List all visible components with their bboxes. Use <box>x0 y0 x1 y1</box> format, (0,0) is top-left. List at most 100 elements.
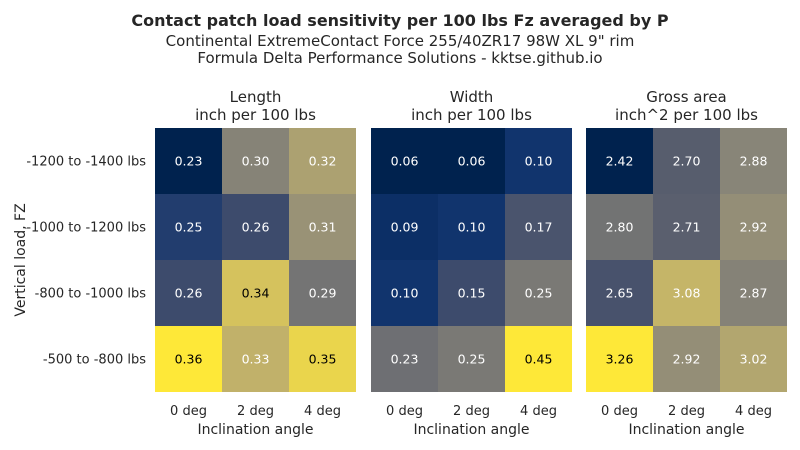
cell-value-label: 0.36 <box>175 352 203 367</box>
figure-subtitle-source: Formula Delta Performance Solutions - kk… <box>197 49 602 67</box>
y-tick-label: -1000 to -1200 lbs <box>26 221 146 236</box>
cell-value-label: 0.09 <box>391 220 419 235</box>
heatmap-cell <box>289 194 356 260</box>
cell-value-label: 3.26 <box>606 352 634 367</box>
heatmap-cell <box>653 128 720 194</box>
cell-value-label: 0.32 <box>309 154 337 169</box>
cell-value-label: 0.25 <box>175 220 203 235</box>
heatmap-cell <box>371 260 438 326</box>
cell-value-label: 0.29 <box>309 286 337 301</box>
heatmap-cell <box>222 194 289 260</box>
y-axis-label: Vertical load, FZ <box>13 203 29 316</box>
x-axis-label: Inclination angle <box>413 422 529 438</box>
cell-value-label: 2.70 <box>673 154 701 169</box>
x-tick-label: 0 deg <box>386 404 423 419</box>
cell-value-label: 2.71 <box>673 220 701 235</box>
heatmap-cell <box>586 260 653 326</box>
cell-value-label: 0.45 <box>525 352 553 367</box>
heatmap-cell <box>586 194 653 260</box>
heatmap-cell <box>653 260 720 326</box>
heatmap-cell <box>155 260 222 326</box>
heatmap-cell <box>586 326 653 392</box>
cell-value-label: 0.17 <box>525 220 553 235</box>
cell-value-label: 0.31 <box>309 220 337 235</box>
heatmap-cell <box>438 260 505 326</box>
heatmap-cell <box>289 128 356 194</box>
x-tick-label: 2 deg <box>668 404 705 419</box>
heatmap-cell <box>289 260 356 326</box>
cell-value-label: 2.87 <box>740 286 768 301</box>
panel-unit: inch per 100 lbs <box>195 106 316 124</box>
heatmap-cell <box>505 260 572 326</box>
heatmap-cell <box>586 128 653 194</box>
panel-title: Length <box>230 88 282 106</box>
heatmap-cell <box>438 326 505 392</box>
cell-value-label: 0.25 <box>525 286 553 301</box>
cell-value-label: 2.65 <box>606 286 634 301</box>
heatmap-cell <box>222 260 289 326</box>
heatmap-cell <box>371 128 438 194</box>
cell-value-label: 0.23 <box>175 154 203 169</box>
x-tick-label: 4 deg <box>520 404 557 419</box>
cell-value-label: 2.92 <box>740 220 768 235</box>
cell-value-label: 0.10 <box>458 220 486 235</box>
heatmap-cell <box>222 326 289 392</box>
cell-value-label: 0.10 <box>525 154 553 169</box>
panel-title: Gross area <box>646 88 727 106</box>
heatmap-cell <box>720 326 787 392</box>
heatmap-cell <box>222 128 289 194</box>
cell-value-label: 0.15 <box>458 286 486 301</box>
heatmap-cell <box>289 326 356 392</box>
y-tick-label: -1200 to -1400 lbs <box>26 155 146 170</box>
panel-title: Width <box>450 88 494 106</box>
heatmap-cell <box>371 326 438 392</box>
panel-unit: inch^2 per 100 lbs <box>615 106 758 124</box>
cell-value-label: 0.33 <box>242 352 270 367</box>
heatmap-cell <box>505 326 572 392</box>
y-tick-label: -500 to -800 lbs <box>43 353 146 368</box>
heatmap-cell <box>653 194 720 260</box>
cell-value-label: 0.23 <box>391 352 419 367</box>
heatmap-cell <box>653 326 720 392</box>
cell-value-label: 0.30 <box>242 154 270 169</box>
cell-value-label: 2.92 <box>673 352 701 367</box>
figure-subtitle-tire: Continental ExtremeContact Force 255/40Z… <box>166 32 635 50</box>
heatmap-cell <box>155 326 222 392</box>
heatmap-cell <box>720 260 787 326</box>
x-tick-label: 2 deg <box>237 404 274 419</box>
heatmap-cell <box>155 128 222 194</box>
x-tick-label: 2 deg <box>453 404 490 419</box>
cell-value-label: 0.25 <box>458 352 486 367</box>
cell-value-label: 0.34 <box>242 286 270 301</box>
heatmap-cell <box>438 194 505 260</box>
cell-value-label: 3.08 <box>673 286 701 301</box>
cell-value-label: 2.88 <box>740 154 768 169</box>
cell-value-label: 0.26 <box>175 286 203 301</box>
heatmap-cell <box>505 128 572 194</box>
cell-value-label: 2.80 <box>606 220 634 235</box>
cell-value-label: 0.06 <box>391 154 419 169</box>
x-tick-label: 4 deg <box>304 404 341 419</box>
cell-value-label: 0.35 <box>309 352 337 367</box>
cell-value-label: 0.06 <box>458 154 486 169</box>
x-axis-label: Inclination angle <box>197 422 313 438</box>
x-tick-label: 0 deg <box>601 404 638 419</box>
y-tick-label: -800 to -1000 lbs <box>35 287 147 302</box>
heatmap-cell <box>371 194 438 260</box>
cell-value-label: 0.10 <box>391 286 419 301</box>
cell-value-label: 0.26 <box>242 220 270 235</box>
heatmap-cell <box>438 128 505 194</box>
heatmap-cell <box>505 194 572 260</box>
heatmap-cell <box>155 194 222 260</box>
heatmap-cell <box>720 194 787 260</box>
figure-title: Contact patch load sensitivity per 100 l… <box>131 11 669 30</box>
cell-value-label: 3.02 <box>740 352 768 367</box>
heatmap-cell <box>720 128 787 194</box>
cell-value-label: 2.42 <box>606 154 634 169</box>
panel-unit: inch per 100 lbs <box>411 106 532 124</box>
x-tick-label: 4 deg <box>735 404 772 419</box>
